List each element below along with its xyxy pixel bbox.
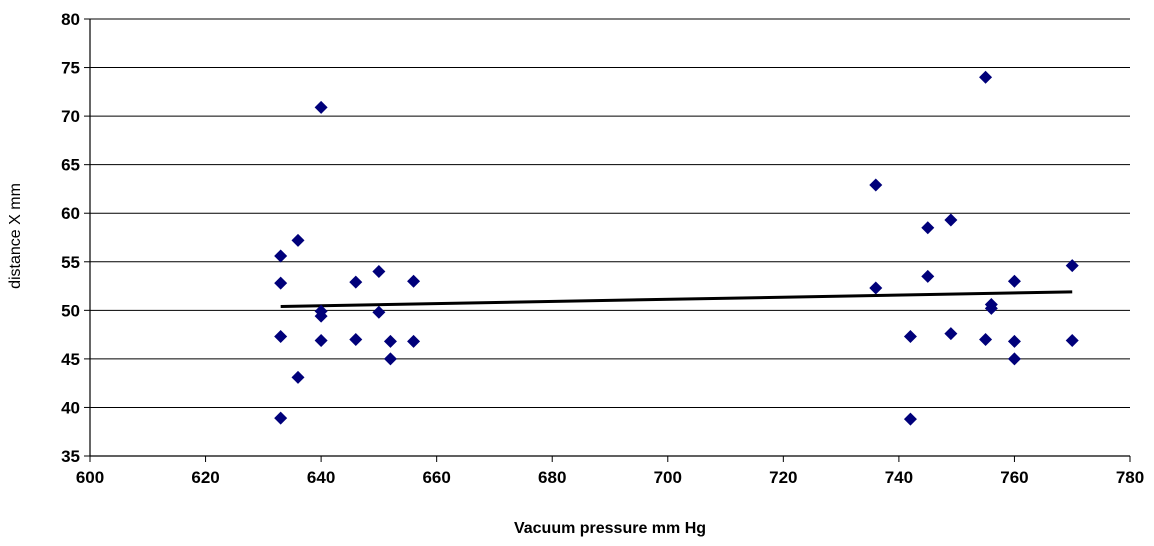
- data-point: [903, 330, 917, 344]
- data-point: [407, 334, 421, 348]
- y-tick-label: 75: [61, 59, 80, 78]
- data-point: [372, 264, 386, 278]
- data-point: [349, 275, 363, 289]
- y-tick-label: 60: [61, 204, 80, 223]
- trendline-layer: [280, 290, 1073, 308]
- data-point: [407, 274, 421, 288]
- data-point: [274, 411, 288, 425]
- data-point: [869, 281, 883, 295]
- data-point: [291, 233, 305, 247]
- data-point: [314, 309, 328, 323]
- x-tick-label: 740: [885, 468, 913, 487]
- x-tick-label: 660: [422, 468, 450, 487]
- data-point: [1065, 259, 1079, 273]
- data-point: [1007, 352, 1021, 366]
- trendline: [280, 290, 1073, 308]
- x-tick-label: 600: [76, 468, 104, 487]
- x-tick-label: 700: [654, 468, 682, 487]
- data-point: [921, 221, 935, 235]
- x-tick-label: 640: [307, 468, 335, 487]
- x-tick-label: 620: [191, 468, 219, 487]
- x-tick-label: 760: [1000, 468, 1028, 487]
- y-tick-label: 55: [61, 253, 80, 272]
- data-point: [869, 178, 883, 192]
- data-point: [314, 333, 328, 347]
- y-tick-label: 70: [61, 107, 80, 126]
- data-point: [903, 412, 917, 426]
- data-point: [979, 332, 993, 346]
- data-point: [944, 213, 958, 227]
- data-point: [1007, 274, 1021, 288]
- gridlines: [90, 18, 1130, 408]
- data-points: [274, 70, 1079, 426]
- y-tick-label: 65: [61, 156, 80, 175]
- data-point: [274, 249, 288, 263]
- y-tick-label: 35: [61, 447, 80, 466]
- y-tick-label: 40: [61, 398, 80, 417]
- y-tick-label: 45: [61, 350, 80, 369]
- y-tick-label: 50: [61, 301, 80, 320]
- data-point: [979, 70, 993, 84]
- data-point: [944, 327, 958, 341]
- data-point: [314, 100, 328, 114]
- data-point: [921, 269, 935, 283]
- x-tick-label: 680: [538, 468, 566, 487]
- y-axis-title: distance X mm: [7, 183, 24, 289]
- data-point: [1007, 334, 1021, 348]
- data-point: [383, 334, 397, 348]
- data-point: [274, 330, 288, 344]
- data-point: [291, 370, 305, 384]
- data-point: [274, 276, 288, 290]
- x-axis-title: Vacuum pressure mm Hg: [514, 520, 706, 537]
- data-point: [1065, 333, 1079, 347]
- data-point: [383, 352, 397, 366]
- data-point: [984, 301, 998, 315]
- x-tick-label: 720: [769, 468, 797, 487]
- x-tick-label: 780: [1116, 468, 1144, 487]
- data-point: [372, 305, 386, 319]
- tick-labels: 35 40 45 50 55 60 65 70 75 80 600 620 640 660 680 700 72…: [61, 10, 1144, 487]
- axes: [84, 18, 1131, 462]
- data-point: [349, 332, 363, 346]
- y-tick-label: 80: [61, 10, 80, 29]
